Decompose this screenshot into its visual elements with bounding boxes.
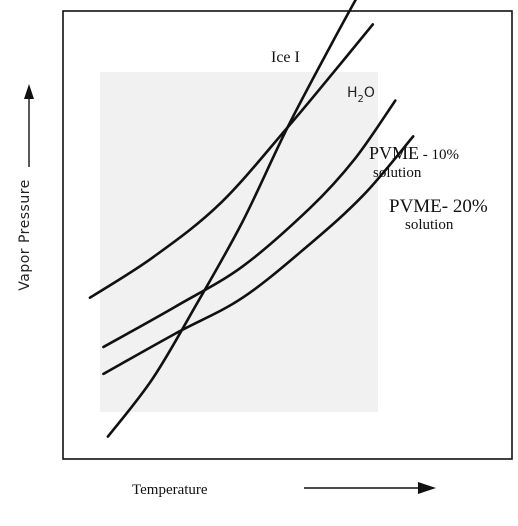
series-label-h2o-h: H <box>347 85 358 101</box>
plot-frame <box>62 10 513 460</box>
series-line-pvme-20 <box>102 135 415 376</box>
series-line-pvme-10 <box>102 99 397 349</box>
series-label-pvme-10-name: PVME <box>369 143 419 163</box>
series-label-pvme-10-solution: solution <box>373 165 422 181</box>
series-line-ice-i <box>106 0 358 438</box>
background-patch <box>100 72 378 412</box>
y-axis-label: Vapor Pressure <box>17 179 33 291</box>
series-label-pvme-20-pct: - 20% <box>442 196 488 217</box>
series-line-h2o <box>88 23 375 299</box>
x-axis-arrow-head <box>418 482 436 494</box>
series-label-h2o-o: O <box>364 85 375 101</box>
series-label-h2o-subscript: 2 <box>358 94 364 105</box>
series-label-h2o: H2O <box>347 85 375 105</box>
series-label-pvme-10: PVME - 10% <box>369 143 459 163</box>
series-label-ice-i: Ice I <box>271 49 300 66</box>
series-label-pvme-20-name: PVME <box>389 196 442 217</box>
series-label-pvme-20: PVME- 20% <box>389 196 488 217</box>
series-label-pvme-20-solution: solution <box>405 217 454 233</box>
x-axis-label: Temperature <box>132 482 208 498</box>
series-label-pvme-10-pct: - 10% <box>419 147 459 163</box>
y-axis-arrow-head <box>24 84 34 99</box>
